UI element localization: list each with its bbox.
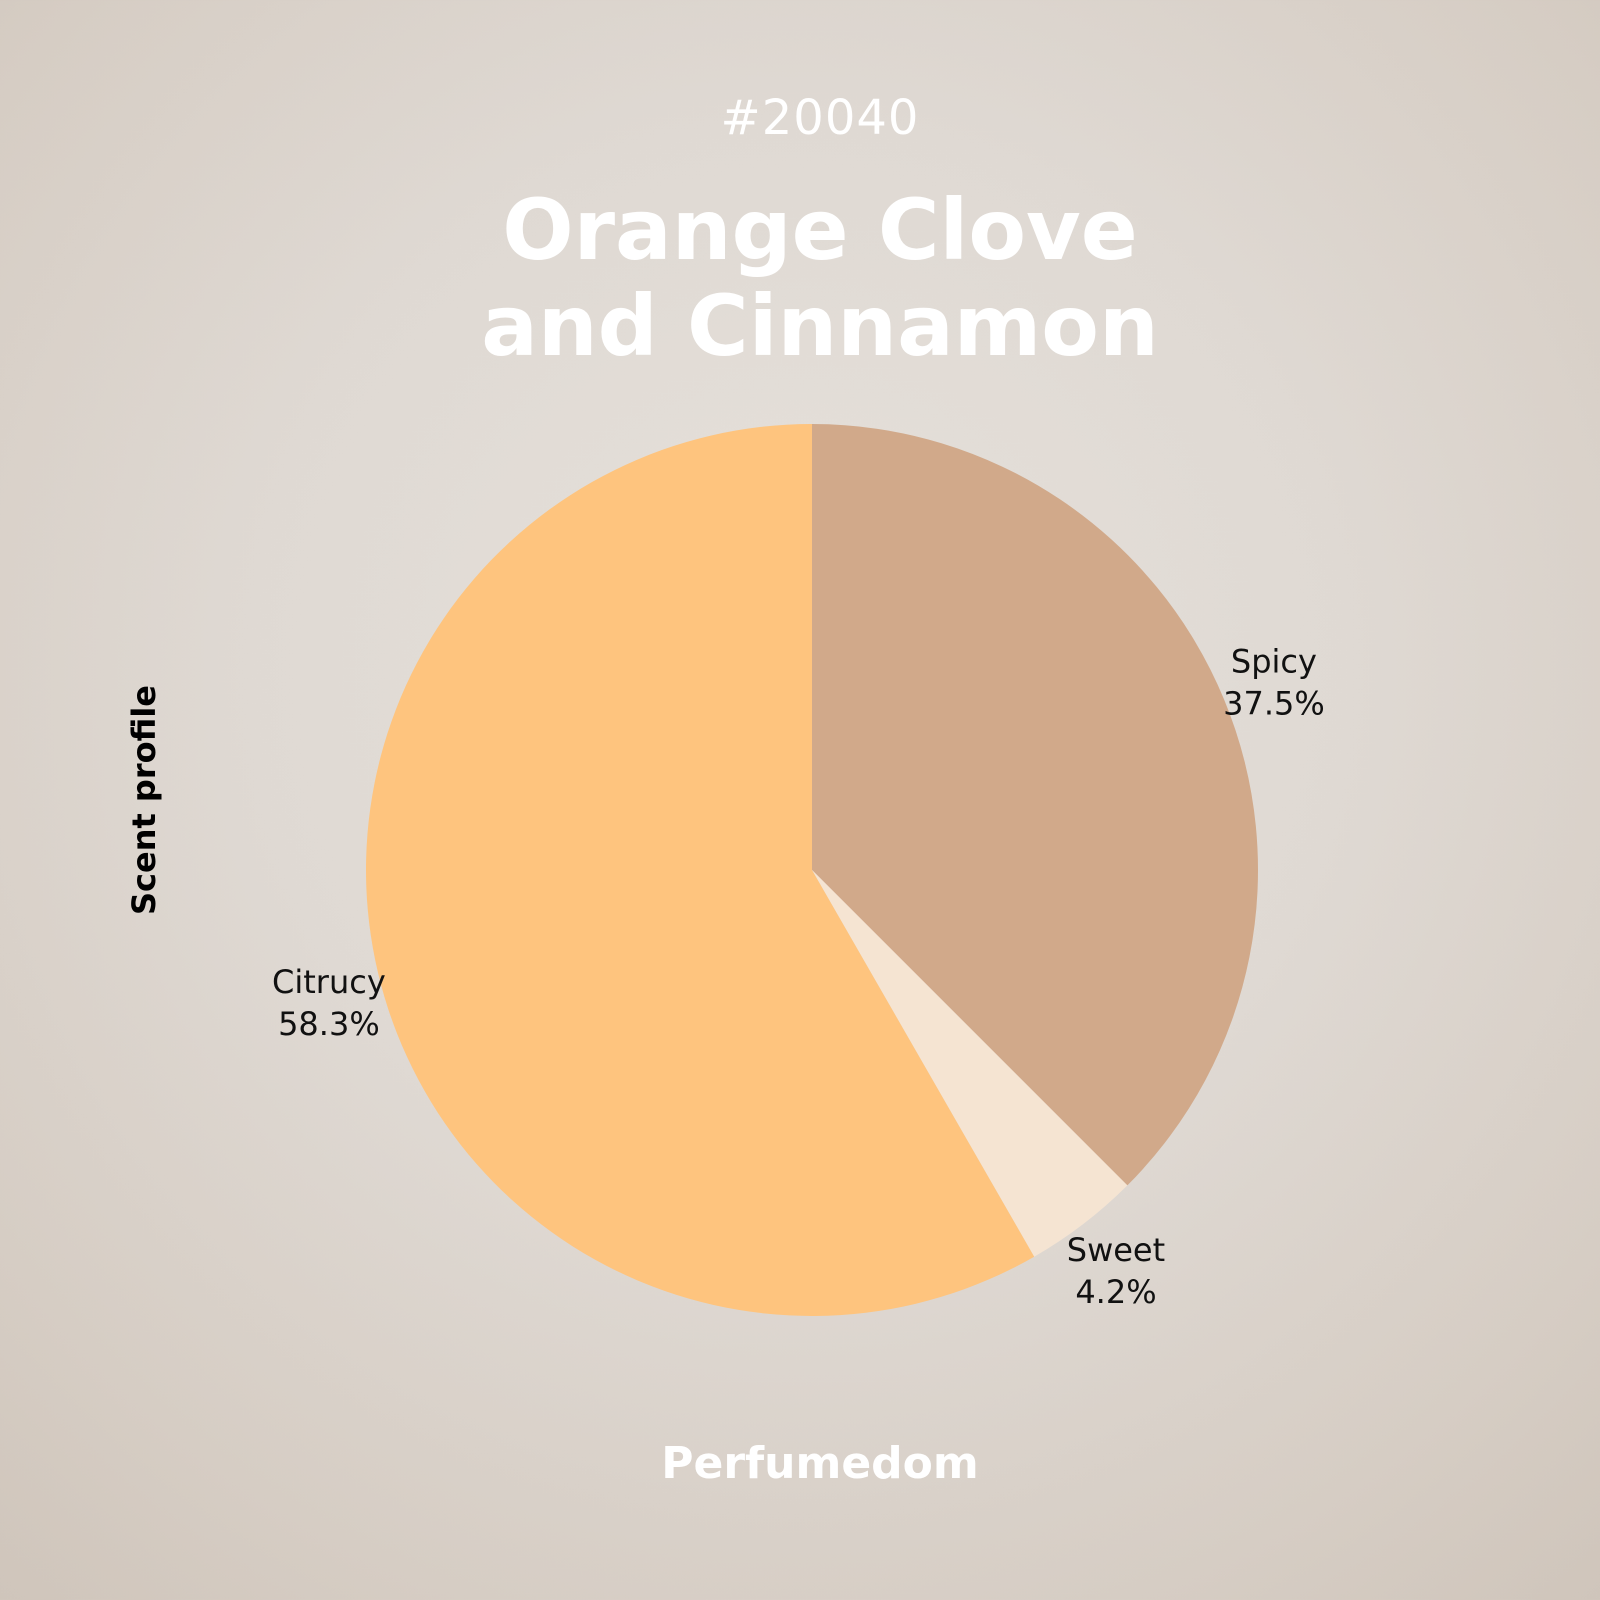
slice-label-spicy: Spicy 37.5% (1223, 643, 1325, 723)
slice-name-spicy: Spicy (1231, 643, 1317, 681)
slice-label-sweet: Sweet 4.2% (1067, 1231, 1165, 1311)
slice-label-citrucy: Citrucy 58.3% (272, 963, 386, 1043)
pie-slice-spicy (812, 424, 1259, 1186)
slice-value-spicy: 37.5% (1223, 685, 1325, 723)
chart-title: Orange Clove and Cinnamon (481, 181, 1159, 375)
pie-slice-sweet (812, 870, 1128, 1257)
brand-footer: Perfumedom (661, 1438, 979, 1489)
slice-value-citrucy: 58.3% (278, 1005, 380, 1043)
product-id: #20040 (720, 90, 920, 146)
pie-slice-citrucy (366, 424, 1035, 1316)
slice-name-citrucy: Citrucy (272, 963, 386, 1001)
slice-value-sweet: 4.2% (1075, 1273, 1156, 1311)
slice-name-sweet: Sweet (1067, 1231, 1165, 1269)
